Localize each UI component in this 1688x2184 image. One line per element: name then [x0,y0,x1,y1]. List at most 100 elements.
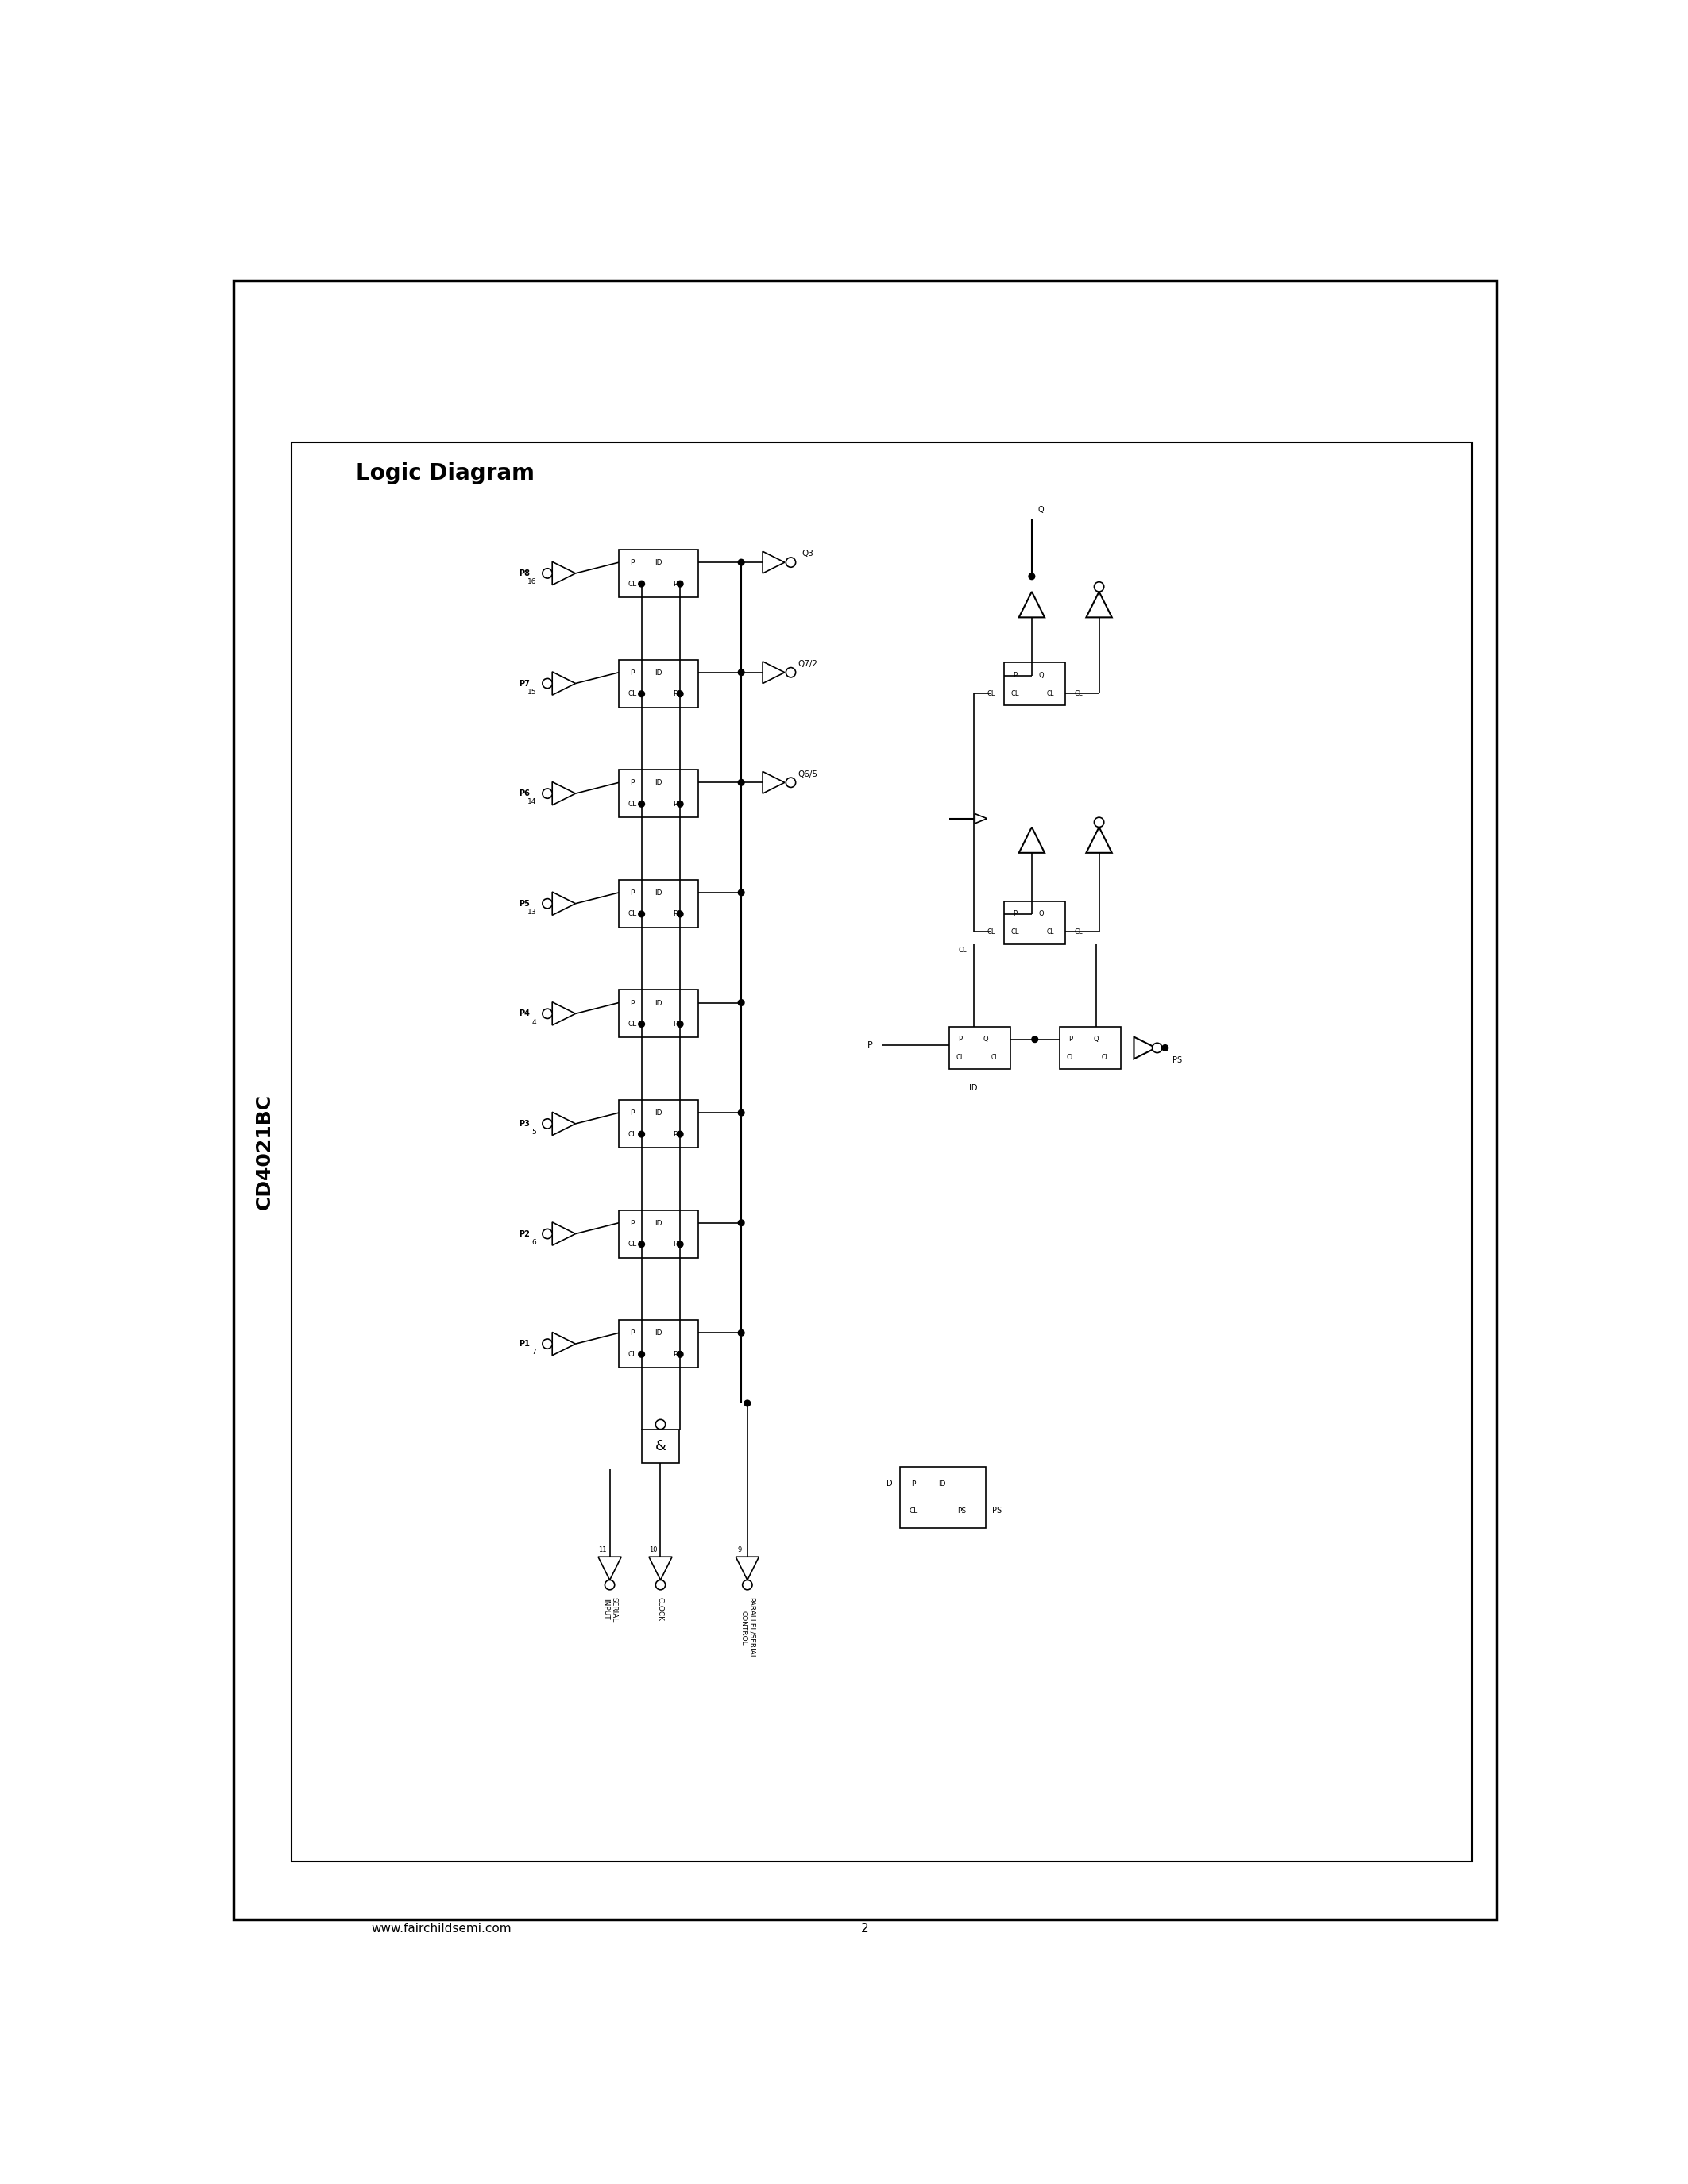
Circle shape [604,1579,614,1590]
Text: CL: CL [1101,1053,1109,1061]
Text: P6: P6 [520,791,530,797]
Circle shape [677,911,684,917]
Circle shape [677,581,684,587]
Text: ID: ID [655,1330,662,1337]
Text: P: P [1013,911,1018,917]
Circle shape [743,1579,753,1590]
Polygon shape [552,782,576,806]
Bar [1004,662,1065,705]
Text: CL: CL [1067,1053,1075,1061]
Text: PS: PS [672,1350,682,1358]
Text: 9: 9 [738,1546,743,1553]
Polygon shape [552,1332,576,1356]
Text: Q: Q [1038,673,1043,679]
Text: P: P [630,1000,635,1007]
Text: PARALLEL/SERIAL
CONTROL: PARALLEL/SERIAL CONTROL [739,1597,755,1660]
Text: P1: P1 [520,1341,530,1348]
Text: P7: P7 [520,679,530,688]
Text: PS: PS [672,1131,682,1138]
Text: 15: 15 [527,688,537,695]
Text: PS: PS [672,799,682,808]
Bar [619,550,699,596]
Text: CL: CL [1075,928,1084,935]
Text: Q7/2: Q7/2 [798,660,819,668]
Text: ID: ID [655,559,662,566]
Text: CL: CL [910,1507,918,1514]
Text: Q: Q [1038,507,1043,513]
Circle shape [738,1330,744,1337]
Circle shape [542,679,552,688]
Text: ID: ID [655,889,662,898]
Text: Q3: Q3 [802,550,814,557]
Circle shape [677,802,684,808]
Text: CL: CL [991,1053,999,1061]
Text: CL: CL [628,799,636,808]
Text: CL: CL [959,946,967,954]
Text: D: D [886,1481,893,1487]
Bar [292,443,1472,1861]
Circle shape [655,1420,665,1428]
Polygon shape [552,1112,576,1136]
Circle shape [1028,574,1035,579]
Circle shape [1161,1044,1168,1051]
Circle shape [677,1241,684,1247]
Circle shape [738,889,744,895]
Bar [619,1101,699,1147]
Circle shape [677,1131,684,1138]
Circle shape [638,1131,645,1138]
Bar [619,880,699,928]
Text: PS: PS [672,581,682,587]
Polygon shape [763,771,785,793]
Text: P: P [630,668,635,677]
Text: P: P [630,1109,635,1116]
Polygon shape [763,550,785,574]
Circle shape [738,1219,744,1225]
Polygon shape [598,1557,621,1579]
Text: P8: P8 [520,570,530,577]
Text: ID: ID [655,780,662,786]
Polygon shape [552,891,576,915]
Text: 6: 6 [532,1238,537,1245]
Text: 7: 7 [532,1350,537,1356]
Text: P: P [630,1219,635,1227]
Circle shape [787,778,795,788]
Text: Q: Q [1094,1035,1099,1044]
Text: CL: CL [628,1131,636,1138]
Circle shape [542,898,552,909]
Polygon shape [736,1557,760,1579]
Circle shape [638,1022,645,1026]
Text: ID: ID [969,1083,977,1092]
Text: P2: P2 [520,1230,530,1238]
Circle shape [787,557,795,568]
Polygon shape [1020,592,1045,618]
Bar [619,1319,699,1367]
Circle shape [655,1579,665,1590]
Circle shape [542,1339,552,1350]
Circle shape [542,568,552,579]
Text: CL: CL [628,911,636,917]
Circle shape [738,780,744,786]
Circle shape [638,690,645,697]
Polygon shape [552,561,576,585]
Text: CL: CL [1011,690,1020,697]
Bar [900,1468,986,1529]
Text: PS: PS [993,1507,1001,1516]
Text: ID: ID [655,1109,662,1116]
Text: 16: 16 [527,579,537,585]
Text: &: & [655,1439,667,1452]
Polygon shape [552,1002,576,1024]
Polygon shape [648,1557,672,1579]
Circle shape [677,1022,684,1026]
Circle shape [638,1352,645,1358]
Text: PS: PS [672,1241,682,1247]
Circle shape [638,1241,645,1247]
Text: PS: PS [672,911,682,917]
Text: Logic Diagram: Logic Diagram [356,463,535,485]
Text: CL: CL [628,690,636,697]
Bar [619,989,699,1037]
Text: ID: ID [939,1481,945,1487]
Text: P: P [630,559,635,566]
Circle shape [738,559,744,566]
Polygon shape [1085,828,1112,852]
Bar [949,1026,1011,1070]
